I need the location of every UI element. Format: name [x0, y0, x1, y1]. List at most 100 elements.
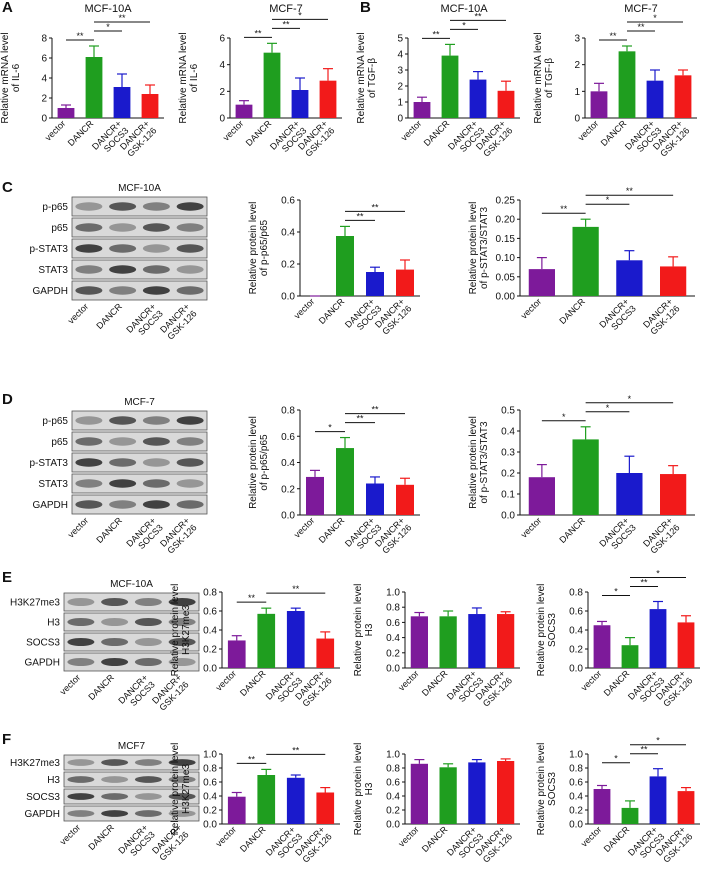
y-tick-label: 4 [397, 50, 403, 61]
bar [316, 638, 335, 668]
y-tick-label: 0.6 [203, 778, 217, 789]
y-tick-label: 0.0 [203, 820, 217, 831]
x-tick-label: DANCR+SOCS3 [343, 515, 383, 555]
x-tick-label-line: vector [292, 515, 316, 539]
blot-row-label: H3K27me3 [10, 598, 60, 609]
blot-strip [71, 494, 208, 515]
blot-band [75, 437, 103, 446]
bar [572, 226, 599, 296]
y-axis-label-line: Relative protein level [353, 584, 364, 677]
blot-row-label: p-STAT3 [29, 244, 68, 255]
blot-row-label: p65 [51, 437, 68, 448]
blot-row-label: GAPDH [32, 286, 68, 297]
bar [85, 57, 103, 118]
y-tick-label: 0.4 [281, 228, 295, 239]
x-tick-label: DANCR+GSK-126 [474, 118, 514, 158]
blot-band [142, 265, 170, 274]
blot-band [142, 479, 170, 488]
bar [410, 616, 428, 668]
blot-lane-label: vector [58, 822, 82, 846]
x-tick-label: vector [292, 515, 316, 539]
y-axis-label-line: Relative protein level [468, 416, 479, 509]
y-tick-label: 0.0 [386, 664, 400, 675]
blot-band [142, 416, 170, 425]
y-axis-label-line: Relative protein level [353, 743, 364, 836]
bar [57, 108, 75, 118]
bar [660, 474, 687, 515]
blot-band [75, 202, 103, 211]
y-axis-label-line: Relative mRNA level [178, 32, 189, 123]
blot-lane-label: DANCR+SOCS3 [124, 301, 164, 341]
blot-strip [71, 473, 208, 494]
blot-strip [71, 238, 208, 259]
blot-row-label: p65 [51, 223, 68, 234]
y-tick-label: 0.4 [281, 458, 295, 469]
blot-band [176, 202, 204, 211]
y-axis-label-line: Relative protein level [536, 584, 547, 677]
bar [263, 52, 281, 118]
y-tick-label: 0.2 [386, 806, 400, 817]
y-axis-label-line: Relative mRNA level [0, 32, 11, 123]
blot-band [176, 223, 204, 232]
significance-label: ** [637, 22, 645, 32]
x-tick-label-line: DANCR [317, 515, 347, 545]
blot-band [176, 244, 204, 253]
significance-label: * [656, 569, 660, 579]
bar [528, 269, 555, 296]
y-tick-label: 2 [41, 94, 47, 105]
significance-label: ** [609, 31, 617, 41]
blot-band [168, 776, 196, 783]
y-tick-label: 1.0 [569, 750, 583, 761]
y-tick-label: 0.8 [386, 764, 400, 775]
blot-strip [63, 652, 200, 672]
x-tick-label: vector [396, 668, 420, 692]
y-tick-label: 0.0 [281, 292, 295, 303]
blot-band [142, 458, 170, 467]
bar [616, 260, 643, 296]
significance-label: ** [474, 11, 482, 21]
blot-strip [63, 788, 200, 805]
bar [227, 796, 246, 824]
blot-lane-label: DANCR [94, 515, 124, 545]
y-axis-label: Relative mRNA levelof IL-6 [0, 32, 22, 123]
blot-strip [63, 592, 200, 612]
blot-band [67, 658, 95, 666]
blot-band [101, 793, 129, 800]
blot-lane-label-line: vector [58, 822, 82, 846]
blot-band [142, 223, 170, 232]
blot-row-label: GAPDH [24, 809, 60, 820]
blot-band [134, 598, 162, 606]
y-tick-label: 0.20 [496, 215, 516, 226]
y-axis-label-line: Relative protein level [468, 202, 479, 295]
blot-lane-label: DANCR+GSK-126 [158, 301, 198, 341]
blot-band [109, 416, 137, 425]
blot-band [101, 658, 129, 666]
x-tick-label-line: vector [519, 296, 543, 320]
blot-strip [63, 612, 200, 632]
y-tick-label: 0.00 [496, 292, 516, 303]
bar [649, 609, 667, 668]
y-tick-label: 0.5 [501, 406, 515, 417]
y-tick-label: 0.2 [569, 645, 583, 656]
y-tick-label: 0.8 [569, 764, 583, 775]
significance-label: * [656, 736, 660, 746]
y-tick-label: 0.0 [386, 820, 400, 831]
blot-lane-label: DANCR+SOCS3 [116, 672, 156, 712]
y-axis-label: Relative mRNA levelof IL-6 [178, 32, 200, 123]
y-tick-label: 0.15 [496, 234, 516, 245]
y-tick-label: 0.0 [281, 511, 295, 522]
blot-band [67, 598, 95, 606]
blot-band [134, 638, 162, 646]
blot-band [176, 500, 204, 509]
blot-band [75, 244, 103, 253]
blot-lane-label-line: vector [66, 515, 90, 539]
blot-band [168, 618, 196, 626]
blot-title: MCF7 [118, 741, 146, 752]
y-axis-label-line: SOCS3 [547, 772, 558, 806]
x-tick-label: vector [519, 515, 543, 539]
chart-title: MCF-10A [84, 3, 132, 15]
y-tick-label: 0 [41, 114, 47, 125]
blot-title: MCF-10A [110, 579, 153, 590]
bar [621, 807, 639, 824]
